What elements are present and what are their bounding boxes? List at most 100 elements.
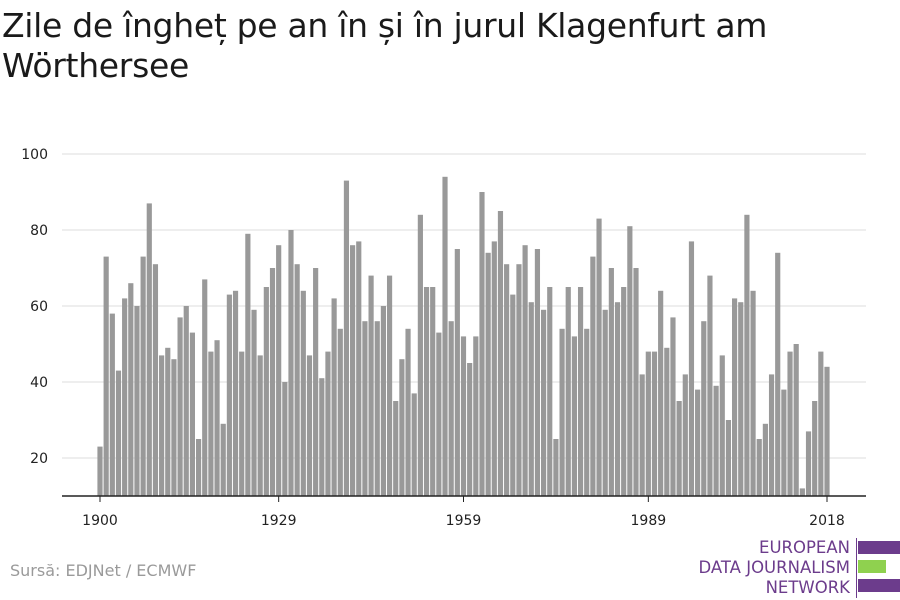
y-axis-labels: 20 40 60 80 100 bbox=[21, 147, 48, 467]
bar bbox=[541, 309, 547, 496]
y-tick-label: 20 bbox=[30, 451, 48, 467]
x-tick-label: 1900 bbox=[82, 513, 118, 529]
bar bbox=[276, 245, 282, 496]
bar bbox=[146, 203, 152, 496]
logo-divider bbox=[856, 538, 857, 598]
bar bbox=[109, 313, 115, 496]
bar bbox=[762, 423, 768, 496]
bar bbox=[793, 344, 799, 496]
bar bbox=[627, 226, 633, 496]
bar bbox=[485, 252, 491, 496]
y-tick-label: 40 bbox=[30, 375, 48, 391]
bar bbox=[183, 306, 189, 496]
bar bbox=[282, 382, 288, 496]
bar bbox=[584, 328, 590, 496]
bar bbox=[325, 351, 331, 496]
bar bbox=[251, 309, 257, 496]
logo-line-3: NETWORK bbox=[765, 578, 850, 597]
bar bbox=[306, 355, 313, 496]
bar bbox=[510, 294, 516, 496]
bar bbox=[159, 355, 165, 496]
bar bbox=[405, 328, 411, 496]
bar bbox=[799, 488, 805, 496]
bar bbox=[738, 302, 744, 496]
bar bbox=[497, 211, 504, 496]
bar bbox=[448, 321, 454, 496]
logo-bar-purple-top bbox=[858, 541, 900, 554]
bar bbox=[288, 230, 294, 496]
bar bbox=[399, 359, 405, 496]
bar bbox=[676, 401, 682, 496]
bar bbox=[103, 256, 109, 496]
bar bbox=[374, 321, 380, 496]
bar bbox=[633, 268, 639, 496]
bar bbox=[294, 264, 300, 496]
bar bbox=[245, 233, 251, 497]
bar bbox=[128, 283, 134, 496]
bar bbox=[430, 287, 436, 496]
bar bbox=[479, 192, 485, 496]
bar bbox=[553, 439, 559, 496]
bar bbox=[171, 359, 177, 496]
bar bbox=[528, 302, 534, 496]
bar bbox=[411, 393, 417, 496]
bar bbox=[122, 298, 128, 496]
bar bbox=[177, 317, 183, 496]
bar bbox=[534, 249, 541, 496]
bar bbox=[473, 336, 479, 496]
bar bbox=[140, 256, 146, 496]
bar bbox=[356, 241, 362, 496]
bar bbox=[522, 245, 528, 496]
logo-bar-green bbox=[858, 560, 886, 573]
bar bbox=[805, 431, 812, 496]
bar bbox=[608, 268, 614, 496]
logo-line-1: EUROPEAN bbox=[759, 538, 850, 557]
bar bbox=[812, 401, 818, 496]
bar bbox=[670, 317, 676, 496]
bar bbox=[658, 290, 664, 496]
bar bbox=[208, 351, 214, 496]
bar bbox=[134, 306, 140, 496]
bar bbox=[621, 287, 627, 496]
bar bbox=[460, 336, 467, 496]
bar bbox=[368, 275, 374, 496]
edjnet-logo: EUROPEAN DATA JOURNALISM NETWORK bbox=[698, 538, 900, 598]
x-tick-label: 1959 bbox=[446, 513, 482, 529]
bar bbox=[504, 264, 510, 496]
bar bbox=[725, 420, 732, 496]
bar bbox=[319, 378, 325, 496]
bar bbox=[350, 245, 356, 496]
x-tick-label: 1929 bbox=[261, 513, 297, 529]
bar bbox=[768, 374, 775, 496]
bar bbox=[257, 355, 263, 496]
source-note: Sursă: EDJNet / ECMWF bbox=[10, 561, 197, 580]
bar bbox=[645, 351, 651, 496]
bar bbox=[707, 275, 713, 496]
y-tick-label: 100 bbox=[21, 147, 48, 163]
bar bbox=[263, 287, 269, 496]
bar bbox=[300, 290, 306, 496]
bar bbox=[115, 370, 122, 496]
bar bbox=[516, 264, 522, 496]
bar bbox=[393, 401, 399, 496]
bar bbox=[220, 423, 226, 496]
bar bbox=[195, 439, 202, 496]
bar bbox=[313, 268, 319, 496]
bar bbox=[614, 302, 621, 496]
bar bbox=[731, 298, 738, 496]
bar bbox=[818, 351, 824, 496]
bar bbox=[436, 332, 442, 496]
bar bbox=[744, 214, 750, 497]
bar bbox=[750, 290, 756, 496]
x-tick-label: 2018 bbox=[809, 513, 845, 529]
bar bbox=[442, 176, 448, 497]
logo-line-2: DATA JOURNALISM bbox=[698, 558, 850, 577]
bar bbox=[491, 241, 497, 496]
bar bbox=[824, 366, 830, 496]
bar bbox=[602, 309, 608, 496]
bar bbox=[362, 321, 368, 496]
bar bbox=[417, 214, 423, 497]
y-tick-label: 80 bbox=[30, 223, 48, 239]
logo-bar-purple-bottom bbox=[858, 579, 900, 592]
